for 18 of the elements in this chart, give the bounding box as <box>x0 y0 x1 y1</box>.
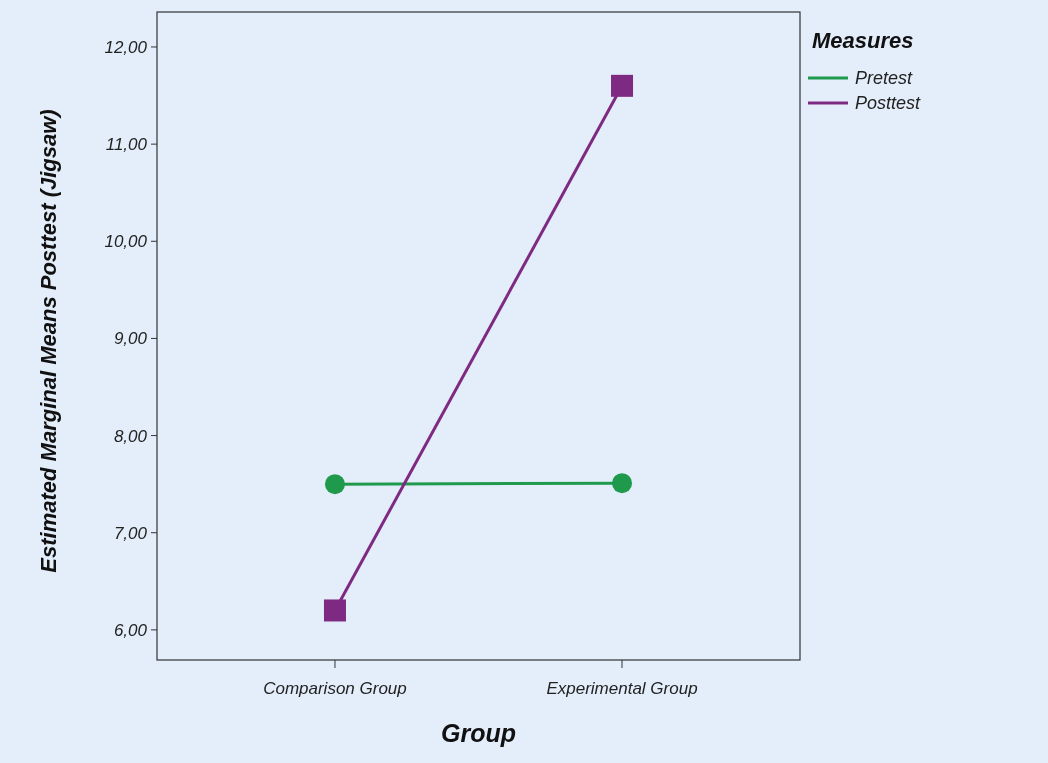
x-tick-label: Experimental Group <box>546 679 698 698</box>
y-tick-label: 6,00 <box>113 620 148 640</box>
legend-label: Posttest <box>855 93 922 114</box>
y-tick-label: 12,00 <box>104 37 148 57</box>
point <box>324 474 345 495</box>
legend-title: Measures <box>812 28 914 53</box>
point <box>323 599 346 622</box>
x-tick-label: Comparison Group <box>263 679 407 698</box>
point <box>611 74 634 97</box>
x-axis-title: Group <box>441 719 516 747</box>
y-axis-title: Estimated Marginal Means Posttest (Jigsaw) <box>36 109 61 573</box>
y-tick-label: 11,00 <box>105 135 148 155</box>
point <box>612 473 633 494</box>
y-tick-label: 9,00 <box>113 329 148 349</box>
legend-label: Pretest <box>855 68 914 89</box>
y-tick-label: 10,00 <box>104 232 148 252</box>
y-tick-label: 7,00 <box>113 523 148 543</box>
y-tick-label: 8,00 <box>113 426 148 446</box>
